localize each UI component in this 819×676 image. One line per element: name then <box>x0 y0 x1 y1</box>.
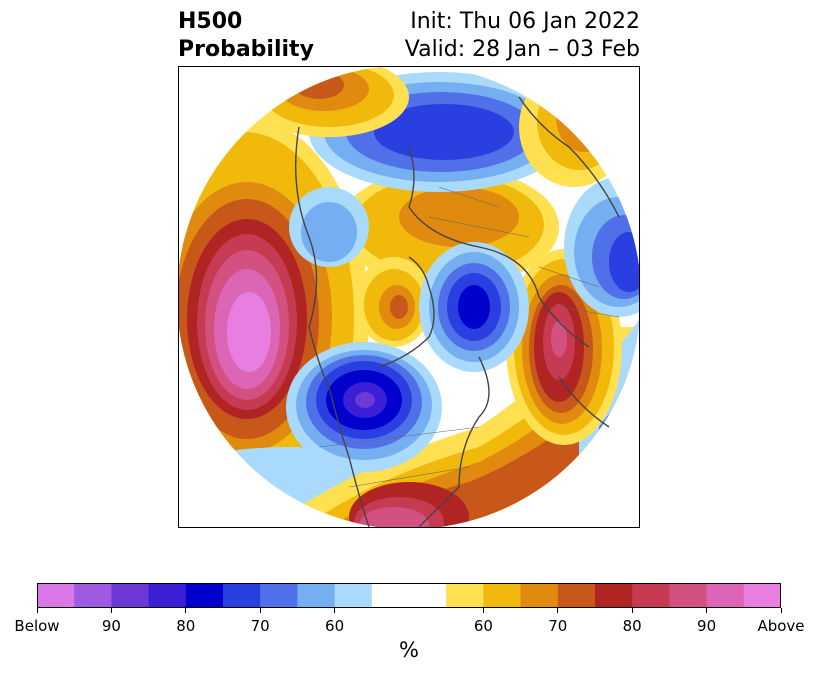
colorbar-tick <box>36 608 38 613</box>
colorbar-segment <box>223 583 261 608</box>
colorbar-tick-label: 70 <box>548 617 568 635</box>
colorbar-segment <box>74 583 112 608</box>
colorbar-tick <box>557 608 559 613</box>
colorbar-segment <box>632 583 670 608</box>
colorbar-segment <box>520 583 559 608</box>
colorbar-segment <box>483 583 522 608</box>
borders <box>318 186 620 488</box>
colorbar-tick-label: 80 <box>622 617 642 635</box>
colorbar-tick <box>259 608 261 613</box>
probability-map <box>178 66 640 528</box>
init-date: Init: Thu 06 Jan 2022 <box>410 9 640 34</box>
colorbar-segment <box>706 583 745 608</box>
colorbar-segment <box>148 583 187 608</box>
colorbar-segment <box>446 583 484 608</box>
colorbar-tick <box>334 608 336 613</box>
colorbar-segment <box>743 583 781 608</box>
colorbar-tick-label: Below <box>14 617 60 635</box>
colorbar-tick-label: 70 <box>250 617 270 635</box>
title-line-1: H500 <box>178 9 243 34</box>
colorbar-segment <box>557 583 596 608</box>
colorbar-tick <box>780 608 782 613</box>
colorbar <box>37 583 781 608</box>
colorbar-tick <box>110 608 112 613</box>
colorbar-svg <box>37 583 781 608</box>
colorbar-tick-label: 60 <box>325 617 345 635</box>
colorbar-tick <box>185 608 187 613</box>
colorbar-segment <box>297 583 336 608</box>
map-svg <box>179 67 639 527</box>
colorbar-tick <box>706 608 708 613</box>
colorbar-segment <box>669 583 708 608</box>
colorbar-segment <box>409 583 447 608</box>
greenland-above-region <box>356 257 432 347</box>
coastlines <box>294 96 620 527</box>
colorbar-unit: % <box>399 638 419 662</box>
valid-date: Valid: 28 Jan – 03 Feb <box>404 37 640 62</box>
title-line-2: Probability <box>178 37 314 62</box>
ne-corner-above-region <box>519 67 629 187</box>
colorbar-tick <box>631 608 633 613</box>
colorbar-segment <box>185 583 224 608</box>
colorbar-tick-label: 90 <box>101 617 121 635</box>
western-canada-below-region <box>286 342 442 472</box>
colorbar-segment <box>595 583 633 608</box>
colorbar-tick-label: 80 <box>176 617 196 635</box>
colorbar-segment <box>37 583 75 608</box>
colorbar-segment <box>111 583 150 608</box>
colorbar-tick-label: 90 <box>697 617 717 635</box>
colorbar-tick-label: 60 <box>473 617 493 635</box>
contour-layer <box>179 67 639 527</box>
date-info: Init: Thu 06 Jan 2022 Valid: 28 Jan – 03… <box>405 8 640 64</box>
chart-title: H500 Probability <box>178 8 314 64</box>
colorbar-tick-label: Above <box>757 617 805 635</box>
colorbar-border <box>37 583 781 608</box>
colorbar-tick <box>482 608 484 613</box>
northeast-atlantic-below-region <box>419 242 529 372</box>
colorbar-segment <box>371 583 410 608</box>
colorbar-segment <box>260 583 298 608</box>
colorbar-segment <box>334 583 373 608</box>
east-asia-below-region <box>564 177 639 317</box>
